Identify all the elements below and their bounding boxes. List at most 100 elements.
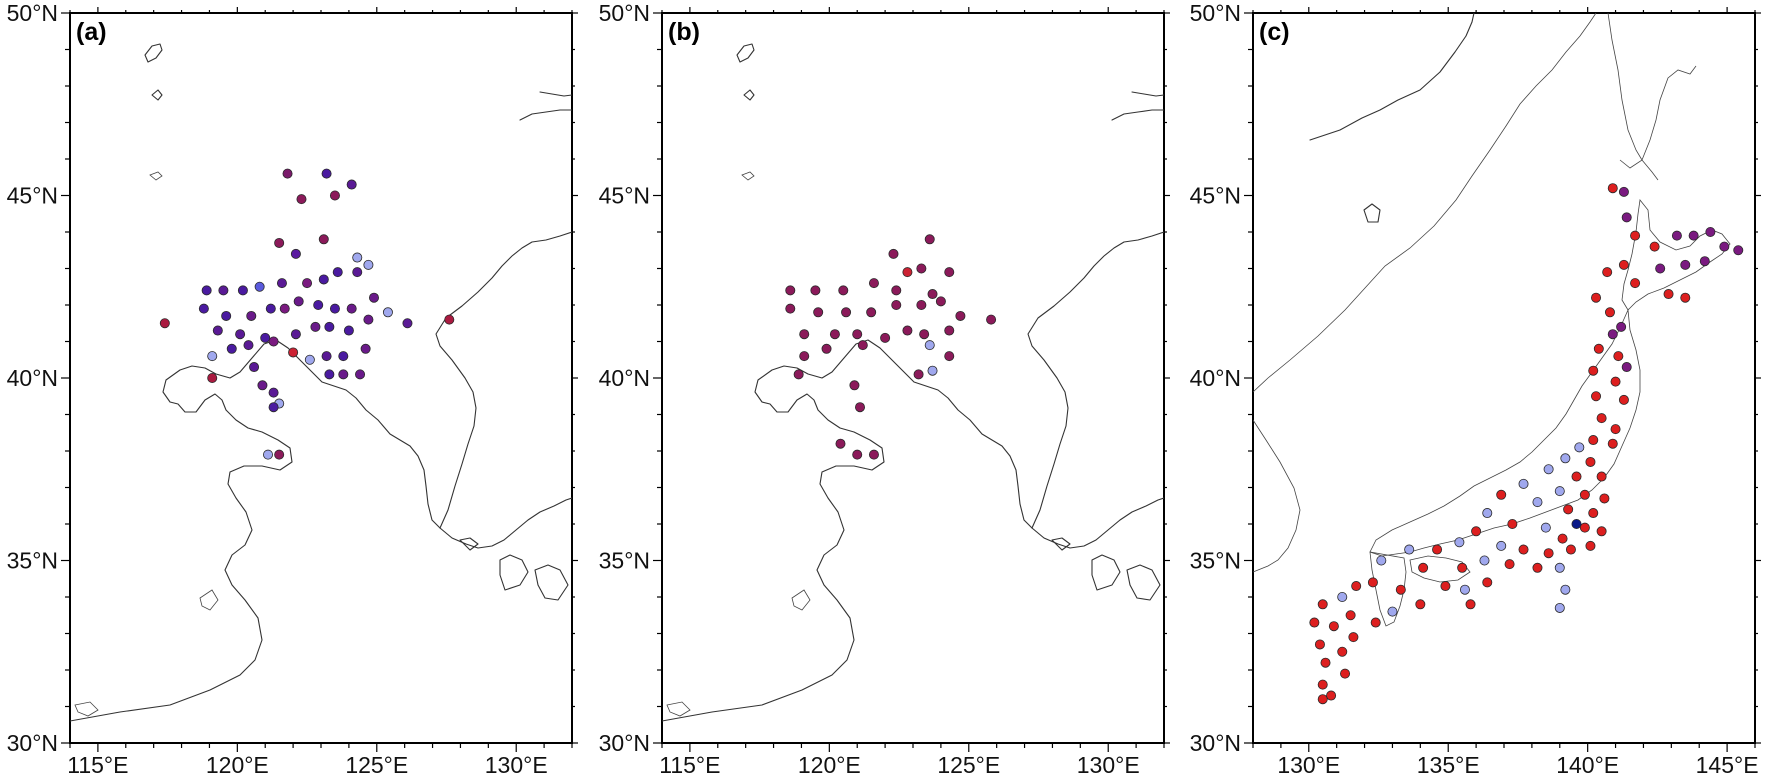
station-marker [265, 303, 276, 314]
station-marker [1415, 599, 1426, 610]
station-marker [1733, 245, 1744, 256]
station-marker [1543, 548, 1554, 559]
station-marker [1591, 292, 1602, 303]
map-axes: 115°E 120°E 125°E 130°E 30°N 35°N 40°N 45°N 50°N [599, 0, 1170, 776]
station-marker [1518, 478, 1529, 489]
station-marker [1618, 259, 1629, 270]
station-marker [868, 449, 879, 460]
station-marker [290, 329, 301, 340]
station-marker [1376, 555, 1387, 566]
x-tick-label: 130°E [1077, 752, 1140, 776]
station-marker [793, 369, 804, 380]
station-marker [891, 299, 902, 310]
station-marker [1560, 584, 1571, 595]
station-marker [1630, 278, 1641, 289]
station-marker [1328, 621, 1339, 632]
map-axes: 130°E 135°E 140°E 145°E 30°N 35°N 40°N 45°N 50°N [1190, 0, 1761, 776]
station-marker [355, 369, 366, 380]
station-marker [1663, 289, 1674, 300]
station-marker [1532, 497, 1543, 508]
station-marker [1588, 508, 1599, 519]
station-marker [1705, 226, 1716, 237]
y-tick-label: 45°N [1190, 183, 1241, 209]
station-marker [198, 303, 209, 314]
y-tick-label: 35°N [7, 548, 58, 574]
station-marker [1457, 562, 1468, 573]
station-marker [1621, 362, 1632, 373]
station-marker [944, 267, 955, 278]
station-marker [1543, 464, 1554, 475]
station-marker [207, 372, 218, 383]
station-marker [1482, 577, 1493, 588]
station-marker [785, 303, 796, 314]
map-frame [1252, 12, 1756, 744]
station-marker [279, 303, 290, 314]
station-marker [1317, 679, 1328, 690]
station-marker [1418, 562, 1429, 573]
station-marker [1579, 489, 1590, 500]
station-marker [1671, 230, 1682, 241]
station-marker [268, 336, 279, 347]
x-tick-label: 125°E [937, 752, 1000, 776]
station-marker [352, 267, 363, 278]
station-marker [343, 325, 354, 336]
station-marker [857, 340, 868, 351]
station-marker [1496, 489, 1507, 500]
panel-label: (c) [1259, 18, 1290, 46]
station-marker [1688, 230, 1699, 241]
station-marker [1604, 307, 1615, 318]
coastline-korea-russia-mainland [1253, 13, 1597, 393]
y-tick-label: 40°N [7, 365, 58, 391]
station-marker [1618, 394, 1629, 405]
station-marker [1317, 694, 1328, 705]
station-marker [1479, 555, 1490, 566]
station-marker [260, 332, 271, 343]
y-tick-label: 45°N [599, 183, 650, 209]
station-marker [352, 252, 363, 263]
station-marker [318, 234, 329, 245]
y-tick-label: 35°N [1190, 548, 1241, 574]
station-marker [868, 278, 879, 289]
station-marker [360, 343, 371, 354]
station-marker [1588, 365, 1599, 376]
station-marker [218, 285, 229, 296]
station-marker [268, 387, 279, 398]
y-tick-label: 35°N [599, 548, 650, 574]
map-panel-a: 115°E 120°E 125°E 130°E 30°N 35°N 40°N 45°N 50°N… [7, 0, 578, 776]
map-frame [69, 12, 573, 744]
station-marker [855, 402, 866, 413]
station-marker [329, 303, 340, 314]
coastline-shikoku [1409, 555, 1471, 583]
station-marker [1454, 537, 1465, 548]
station-marker [1482, 508, 1493, 519]
station-marker [1593, 343, 1604, 354]
station-marker [1351, 581, 1362, 592]
station-marker [924, 340, 935, 351]
station-marker [304, 354, 315, 365]
coastline-korea-east [1027, 231, 1164, 529]
station-marker [254, 281, 265, 292]
station-marker [927, 289, 938, 300]
x-tick-label: 120°E [206, 752, 269, 776]
coastline-bohai-liaodong [70, 339, 441, 722]
station-marker [1591, 391, 1602, 402]
station-marker [1367, 577, 1378, 588]
station-marker [1585, 456, 1596, 467]
station-marker [288, 347, 299, 358]
station-marker [382, 307, 393, 318]
station-marker [1699, 256, 1710, 267]
station-marker [891, 285, 902, 296]
station-marker [1560, 453, 1571, 464]
station-marker [346, 303, 357, 314]
station-marker [1507, 519, 1518, 530]
station-marker [1340, 668, 1351, 679]
coastlines [70, 43, 572, 722]
station-marker [329, 190, 340, 201]
station-marker [916, 263, 927, 274]
station-marker [986, 314, 997, 325]
station-marker [841, 307, 852, 318]
y-tick-label: 50°N [7, 0, 58, 26]
coastline-sakhalin-west [1607, 13, 1643, 161]
station-marker [1579, 522, 1590, 533]
coastlines [662, 43, 1164, 722]
